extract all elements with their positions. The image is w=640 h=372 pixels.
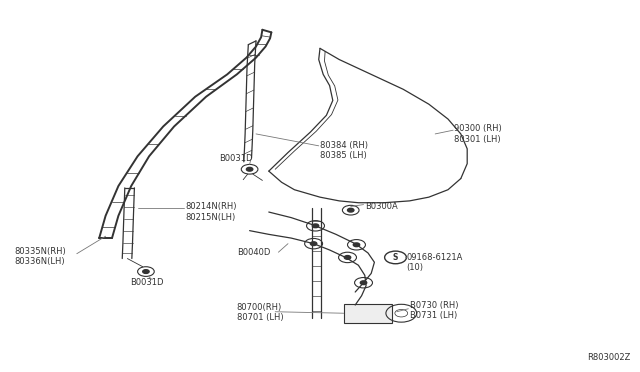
Text: R803002Z: R803002Z (587, 353, 630, 362)
Text: 90300 (RH)
80301 (LH): 90300 (RH) 80301 (LH) (454, 124, 502, 144)
Text: B0031D: B0031D (131, 278, 164, 287)
Text: 09168-6121A
(10): 09168-6121A (10) (406, 253, 463, 272)
Circle shape (344, 256, 351, 259)
Circle shape (310, 242, 317, 246)
Text: B0730 (RH)
B0731 (LH): B0730 (RH) B0731 (LH) (410, 301, 458, 320)
Circle shape (353, 243, 360, 247)
Text: 80384 (RH)
80385 (LH): 80384 (RH) 80385 (LH) (320, 141, 368, 160)
Text: 80214N(RH)
80215N(LH): 80214N(RH) 80215N(LH) (186, 202, 237, 222)
FancyBboxPatch shape (344, 304, 392, 323)
Circle shape (312, 224, 319, 228)
Text: B0300A: B0300A (365, 202, 397, 211)
Text: S: S (392, 253, 397, 262)
Text: 80700(RH)
80701 (LH): 80700(RH) 80701 (LH) (237, 303, 284, 322)
Circle shape (348, 208, 354, 212)
Text: B0040D: B0040D (237, 248, 270, 257)
Circle shape (246, 167, 253, 171)
Circle shape (143, 270, 149, 273)
Text: B0031D: B0031D (220, 154, 253, 163)
Circle shape (360, 281, 367, 285)
Text: 80335N(RH)
80336N(LH): 80335N(RH) 80336N(LH) (14, 247, 66, 266)
